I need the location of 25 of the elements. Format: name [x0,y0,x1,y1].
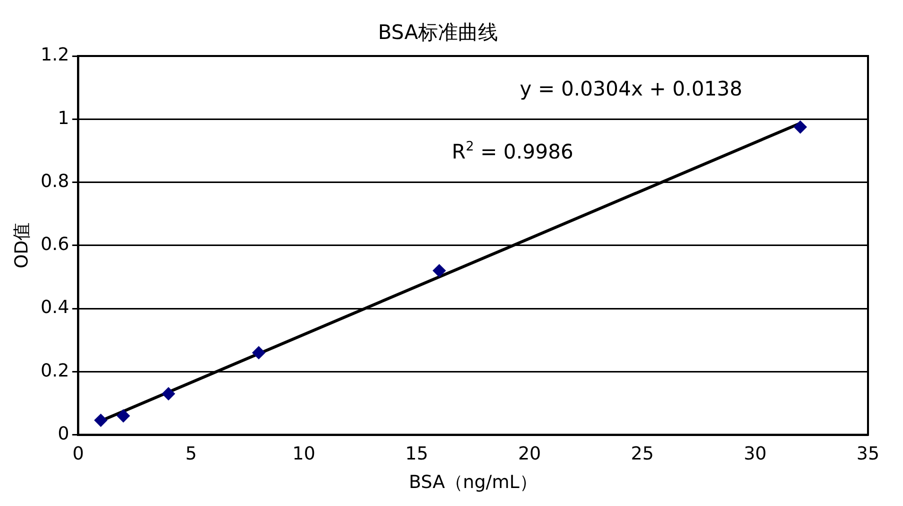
y-tick-label: 0.6 [40,234,70,256]
point [252,346,266,360]
x-tick-label: 30 [744,443,767,464]
x-tick-label: 20 [518,443,541,464]
x-tick-label: 15 [405,443,428,464]
y-tick-label: 0.2 [40,360,70,382]
chart-title: BSA标准曲线 [378,20,498,44]
point [794,120,807,134]
x-tick-label: 0 [72,443,84,464]
x-tick-label: 10 [292,443,316,464]
point [432,264,446,278]
x-tick-label: 35 [856,443,880,464]
x-axis-title: BSA（ng/mL） [408,472,538,493]
y-tick-label: 0.8 [40,170,70,192]
y-tick-label: 0 [58,423,70,444]
point [162,387,175,400]
point [94,414,108,427]
point [116,409,130,422]
y-axis-title: OD值 [11,222,32,268]
x-tick-label: 25 [630,443,654,464]
y-tick-label: 1.2 [40,44,70,66]
y-tick-label: 0.4 [40,297,70,318]
y-tick-label: 1 [58,108,70,129]
x-tick-label: 5 [185,443,197,464]
annotation: y = 0.0304x + 0.0138 [520,76,742,101]
